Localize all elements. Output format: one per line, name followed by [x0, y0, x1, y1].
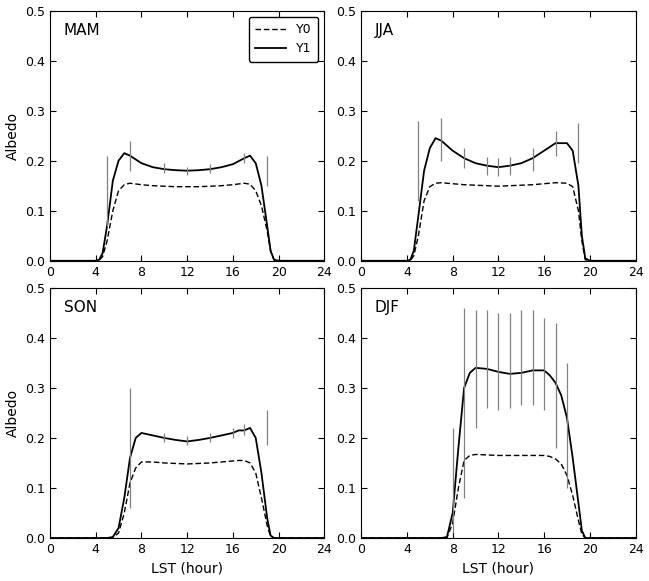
Y-axis label: Albedo: Albedo — [6, 389, 19, 437]
X-axis label: LST (hour): LST (hour) — [462, 561, 534, 575]
X-axis label: LST (hour): LST (hour) — [151, 561, 223, 575]
Text: SON: SON — [64, 300, 97, 315]
Text: JJA: JJA — [375, 23, 394, 38]
Text: DJF: DJF — [375, 300, 400, 315]
Legend: Y0, Y1: Y0, Y1 — [249, 17, 318, 62]
Y-axis label: Albedo: Albedo — [6, 112, 19, 160]
Text: MAM: MAM — [64, 23, 101, 38]
